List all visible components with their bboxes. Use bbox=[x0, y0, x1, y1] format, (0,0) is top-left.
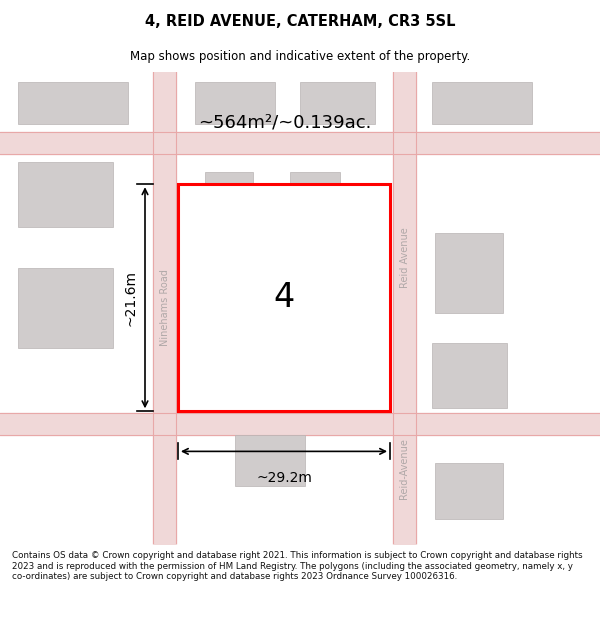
Text: 4: 4 bbox=[274, 281, 295, 314]
Bar bbox=[18, 162, 113, 228]
Text: ~29.2m: ~29.2m bbox=[256, 471, 312, 486]
Bar bbox=[432, 343, 507, 408]
Text: Reid-Avenue: Reid-Avenue bbox=[400, 438, 409, 499]
Text: ~21.6m: ~21.6m bbox=[124, 270, 138, 326]
Text: Ninehams Road: Ninehams Road bbox=[160, 269, 170, 346]
Bar bbox=[290, 173, 340, 272]
Text: Reid Avenue: Reid Avenue bbox=[400, 228, 409, 288]
Bar bbox=[300, 82, 375, 124]
Bar bbox=[435, 463, 503, 519]
Bar bbox=[195, 82, 275, 124]
Text: ~564m²/~0.139ac.: ~564m²/~0.139ac. bbox=[199, 113, 371, 131]
Bar bbox=[435, 232, 503, 313]
Bar bbox=[432, 82, 532, 124]
Bar bbox=[178, 184, 390, 411]
Text: Contains OS data © Crown copyright and database right 2021. This information is : Contains OS data © Crown copyright and d… bbox=[12, 551, 583, 581]
Text: Map shows position and indicative extent of the property.: Map shows position and indicative extent… bbox=[130, 49, 470, 62]
Bar bbox=[18, 268, 113, 348]
Bar bbox=[235, 436, 305, 486]
Bar bbox=[205, 173, 253, 272]
Text: 4, REID AVENUE, CATERHAM, CR3 5SL: 4, REID AVENUE, CATERHAM, CR3 5SL bbox=[145, 14, 455, 29]
Bar bbox=[18, 82, 128, 124]
